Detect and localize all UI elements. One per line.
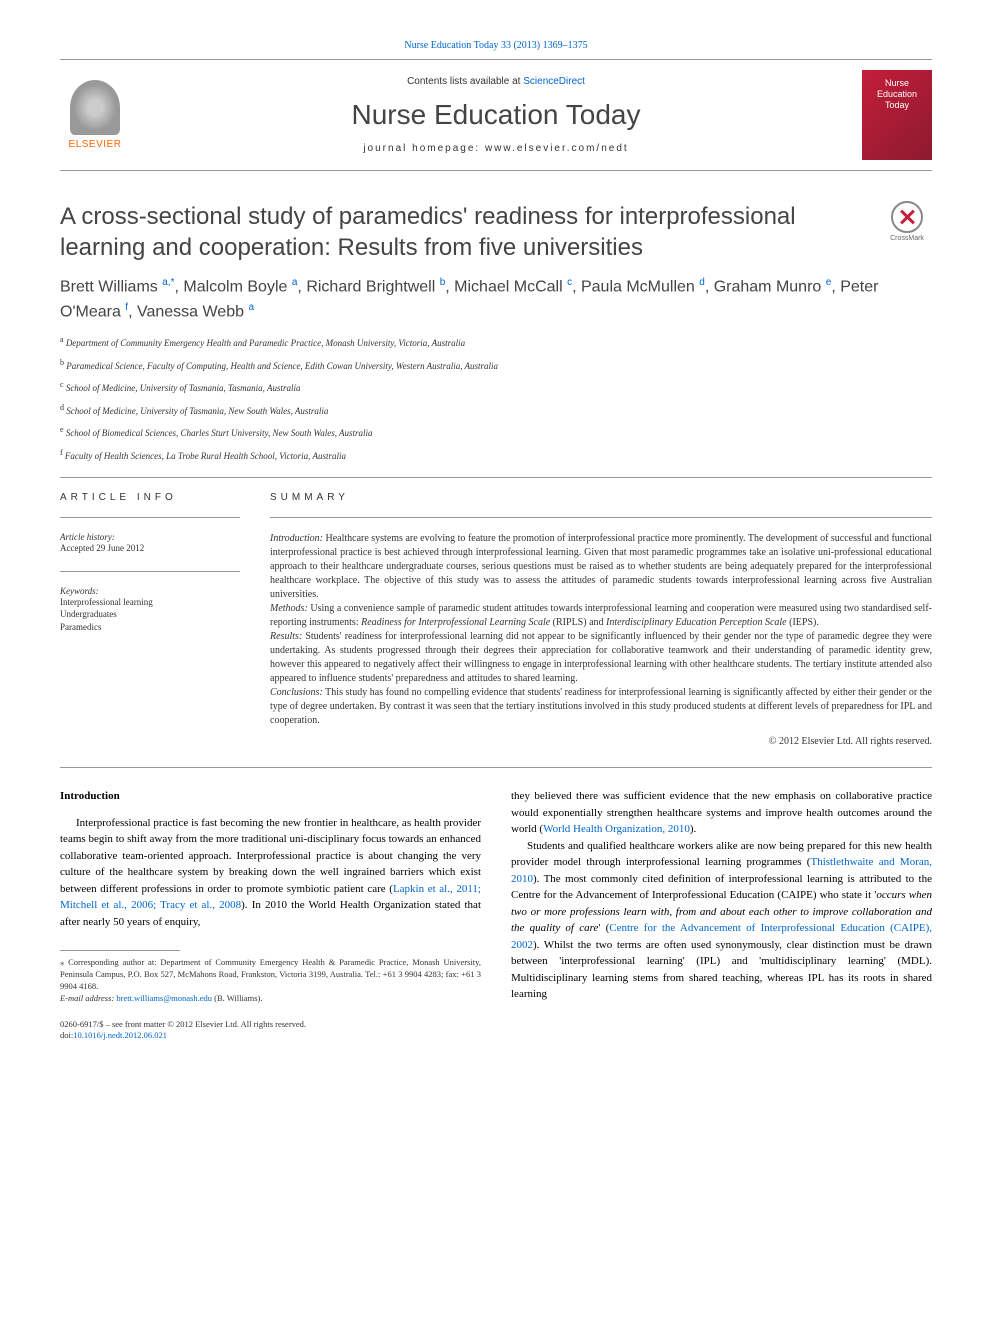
corresponding-footnote: ⁎ Corresponding author at: Department of… [60, 957, 481, 993]
column-left: Introduction Interprofessional practice … [60, 788, 481, 1041]
crossmark-icon [891, 201, 923, 233]
sciencedirect-link[interactable]: ScienceDirect [523, 76, 585, 87]
elsevier-logo[interactable]: ELSEVIER [60, 75, 130, 155]
affiliation: d School of Medicine, University of Tasm… [60, 402, 932, 419]
citation-link[interactable]: Nurse Education Today 33 (2013) 1369–137… [60, 40, 932, 51]
contents-line: Contents lists available at ScienceDirec… [130, 76, 862, 87]
footnote-rule [60, 950, 180, 951]
rule [60, 517, 240, 518]
history-text: Accepted 29 June 2012 [60, 542, 240, 555]
citation-link[interactable]: World Health Organization, 2010 [543, 823, 690, 835]
column-right: they believed there was sufficient evide… [511, 788, 932, 1041]
article-info-heading: ARTICLE INFO [60, 492, 240, 503]
affiliation: f Faculty of Health Sciences, La Trobe R… [60, 447, 932, 464]
email-footnote: E-mail address: brett.williams@monash.ed… [60, 993, 481, 1005]
paragraph: Interprofessional practice is fast becom… [60, 815, 481, 931]
email-link[interactable]: brett.williams@monash.edu [116, 993, 212, 1003]
paragraph: they believed there was sufficient evide… [511, 788, 932, 838]
copyright: © 2012 Elsevier Ltd. All rights reserved… [270, 736, 932, 747]
doi-link[interactable]: 10.1016/j.nedt.2012.06.021 [73, 1030, 167, 1040]
authors: Brett Williams a,*, Malcolm Boyle a, Ric… [60, 275, 932, 324]
affiliation: a Department of Community Emergency Heal… [60, 334, 932, 351]
journal-title: Nurse Education Today [130, 99, 862, 131]
summary: SUMMARY Introduction: Healthcare systems… [270, 492, 932, 747]
article-title: A cross-sectional study of paramedics' r… [60, 201, 862, 263]
affiliation: b Paramedical Science, Faculty of Comput… [60, 357, 932, 374]
summary-text: Introduction: Healthcare systems are evo… [270, 532, 932, 728]
journal-cover[interactable]: Nurse Education Today [862, 70, 932, 160]
affiliation: c School of Medicine, University of Tasm… [60, 379, 932, 396]
elsevier-tree-icon [70, 80, 120, 135]
section-heading: Introduction [60, 788, 481, 805]
paragraph: Students and qualified healthcare worker… [511, 838, 932, 1003]
article-info: ARTICLE INFO Article history: Accepted 2… [60, 492, 240, 747]
journal-header: ELSEVIER Contents lists available at Sci… [60, 59, 932, 171]
summary-heading: SUMMARY [270, 492, 932, 503]
rule [270, 517, 932, 518]
rule [60, 571, 240, 572]
rule [60, 477, 932, 478]
footer: 0260-6917/$ – see front matter © 2012 El… [60, 1019, 481, 1041]
keywords-label: Keywords: [60, 586, 240, 596]
affiliation: e School of Biomedical Sciences, Charles… [60, 424, 932, 441]
rule [60, 767, 932, 768]
elsevier-label: ELSEVIER [69, 139, 122, 150]
keywords-list: Interprofessional learningUndergraduates… [60, 596, 240, 634]
homepage-url[interactable]: www.elsevier.com/nedt [485, 143, 629, 154]
history-label: Article history: [60, 532, 240, 542]
crossmark-badge[interactable]: CrossMark [882, 201, 932, 251]
homepage-line: journal homepage: www.elsevier.com/nedt [130, 143, 862, 154]
crossmark-label: CrossMark [890, 235, 924, 242]
cover-text: Nurse Education Today [877, 78, 917, 110]
body: Introduction Interprofessional practice … [60, 788, 932, 1041]
